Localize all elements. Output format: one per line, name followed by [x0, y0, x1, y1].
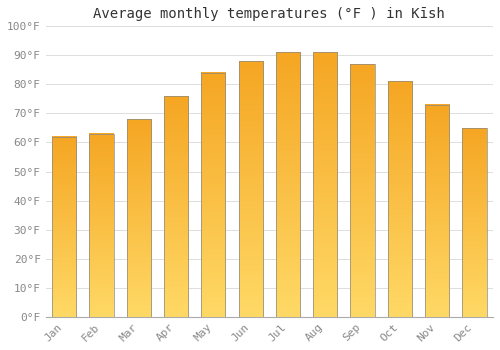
Bar	[201, 73, 226, 317]
Bar	[313, 52, 338, 317]
Title: Average monthly temperatures (°F ) in Kīsh: Average monthly temperatures (°F ) in Kī…	[94, 7, 445, 21]
Bar	[164, 96, 188, 317]
Bar	[350, 64, 374, 317]
Bar	[276, 52, 300, 317]
Bar	[388, 82, 412, 317]
Bar	[90, 134, 114, 317]
Bar	[425, 105, 449, 317]
Bar	[238, 61, 263, 317]
Bar	[462, 128, 486, 317]
Bar	[126, 119, 151, 317]
Bar	[52, 137, 76, 317]
